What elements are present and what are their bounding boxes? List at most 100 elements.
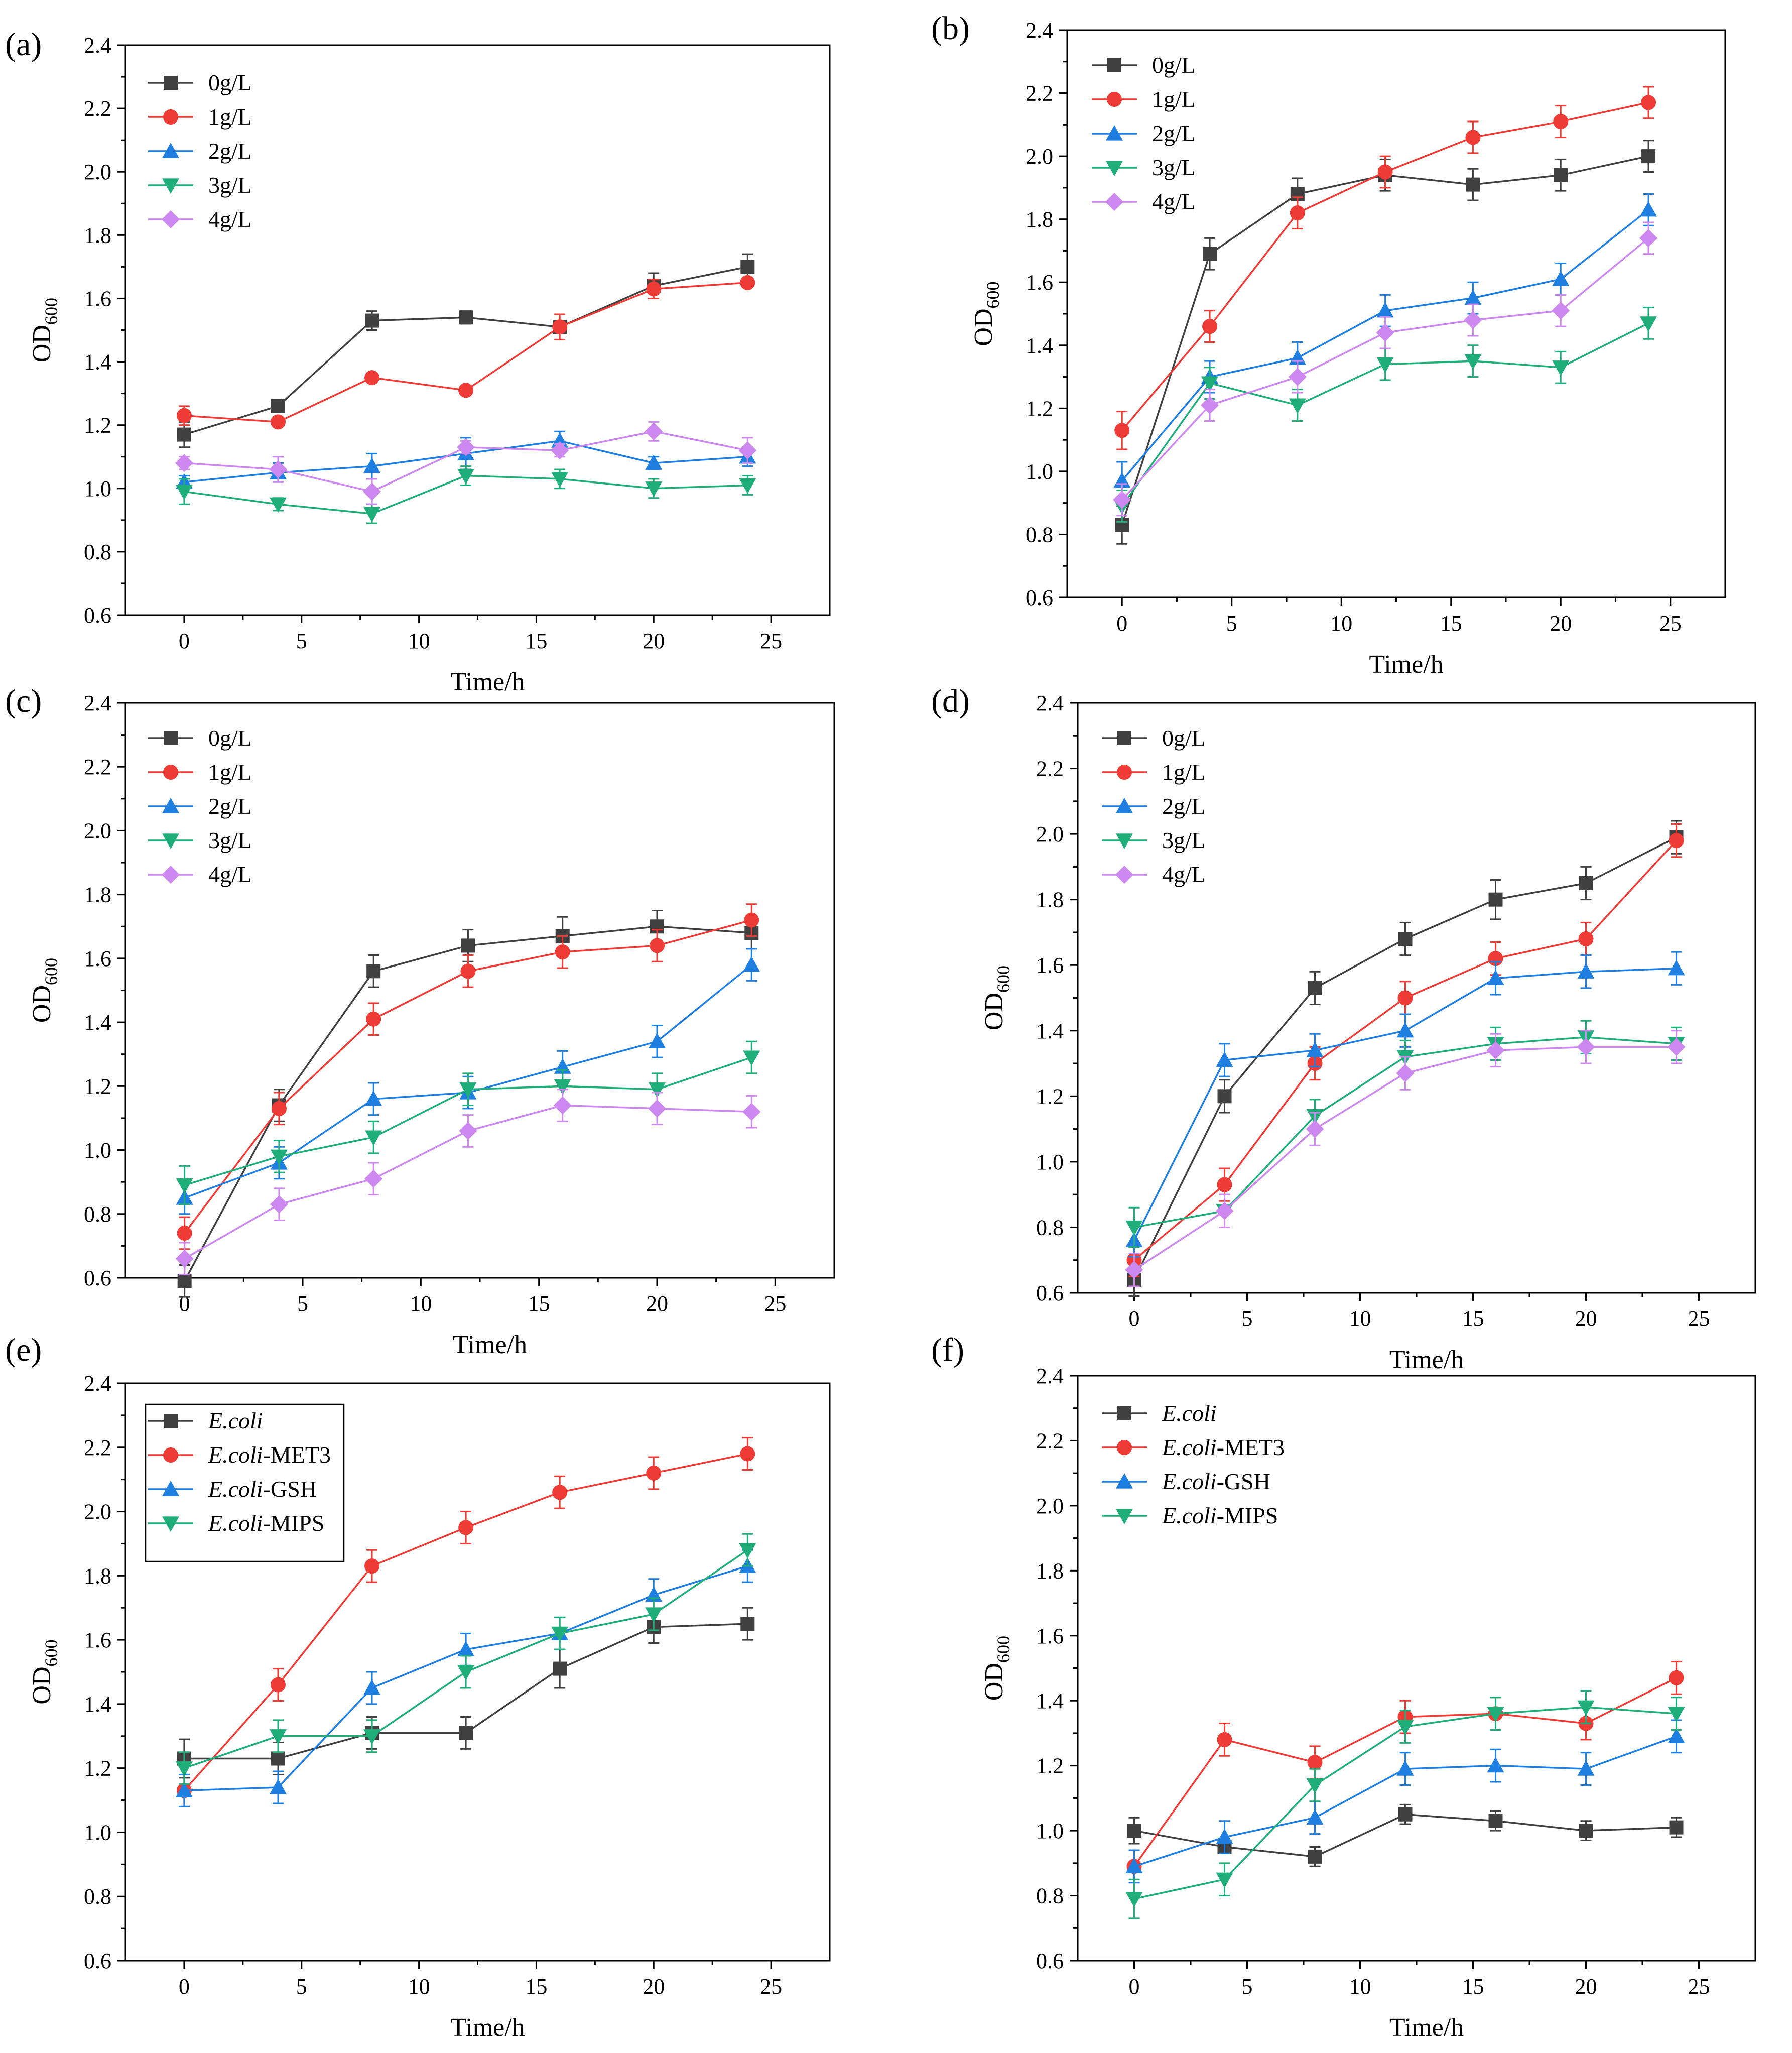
- y-tick-label: 2.2: [84, 755, 111, 779]
- y-tick-label: 1.0: [84, 476, 111, 501]
- data-point: [1577, 963, 1595, 979]
- data-point: [1290, 205, 1305, 221]
- legend-label: 4g/L: [1162, 862, 1206, 887]
- y-tick-label: 1.2: [1036, 1084, 1064, 1109]
- data-point: [1464, 311, 1482, 329]
- series-3: [175, 1533, 756, 1785]
- legend-label: E.coli-MIPS: [208, 1510, 324, 1536]
- y-tick-label: 1.2: [84, 413, 111, 438]
- data-point: [738, 441, 757, 460]
- legend-label-italic: E.coli: [1162, 1400, 1217, 1426]
- legend-entry: 1g/L: [1092, 86, 1196, 112]
- data-point: [270, 1677, 286, 1693]
- legend-entry: 3g/L: [1102, 827, 1206, 853]
- legend-entry: 0g/L: [148, 725, 252, 751]
- chart-panel-a: (a) 0 5 10 15 20 25 0.6 0.8 1.0 1.2 1.4 1.6 1.8 2.0 2.2…: [5, 26, 831, 696]
- x-tick-label: 20: [1575, 1306, 1597, 1331]
- legend-marker: [164, 76, 178, 90]
- y-tick-label: 1.0: [1026, 459, 1053, 484]
- data-point: [269, 497, 287, 513]
- data-point: [1216, 1872, 1233, 1888]
- series-line: [184, 266, 748, 436]
- legend-entry: E.coli-GSH: [1102, 1469, 1270, 1494]
- data-point: [1396, 1760, 1414, 1776]
- data-point: [460, 963, 476, 979]
- data-point: [457, 468, 475, 485]
- legend-marker: [1115, 866, 1133, 884]
- y-tick-label: 0.8: [84, 1884, 111, 1909]
- x-tick-label: 10: [1349, 1306, 1371, 1331]
- data-point: [739, 478, 756, 494]
- legend-label: E.coli-MET3: [1162, 1434, 1285, 1460]
- data-point: [645, 454, 663, 470]
- x-tick-label: 25: [760, 629, 782, 653]
- data-point: [363, 1729, 381, 1745]
- data-point: [649, 1082, 666, 1098]
- series-3: [175, 465, 756, 524]
- y-tick-label: 1.4: [1026, 333, 1053, 358]
- data-point: [1127, 1824, 1141, 1838]
- legend-entry: 3g/L: [1092, 155, 1196, 180]
- chart-panel-f: (f) 0 5 10 15 20 25 0.6 0.8 1.0 1.2 1.4 1.6 1.8 2.0 2.2…: [931, 1332, 1756, 2042]
- data-point: [459, 1082, 477, 1098]
- legend-marker: [1106, 161, 1123, 176]
- legend-label: 2g/L: [1162, 793, 1206, 819]
- legend-entry: 4g/L: [148, 206, 252, 232]
- data-point: [740, 1446, 755, 1462]
- series-1: [1114, 86, 1656, 450]
- data-point: [1201, 396, 1219, 415]
- legend-label-italic: E.coli: [1162, 1469, 1217, 1494]
- x-axis-label: Time/h: [450, 2013, 525, 2042]
- data-point: [1125, 1220, 1143, 1236]
- y-tick-label: 1.4: [84, 1010, 111, 1035]
- legend-label: 1g/L: [208, 104, 252, 130]
- legend-entry: E.coli-MIPS: [148, 1510, 324, 1536]
- x-tick-label: 15: [1462, 1306, 1484, 1331]
- x-axis-label: Time/h: [1369, 650, 1443, 679]
- data-point: [1306, 1120, 1324, 1138]
- y-axis-label: OD600: [980, 965, 1013, 1030]
- legend-marker: [1116, 798, 1133, 813]
- data-point: [1669, 833, 1684, 849]
- data-point: [457, 438, 475, 456]
- legend-entry: 4g/L: [1102, 862, 1206, 887]
- y-tick-label: 1.2: [1026, 396, 1053, 421]
- data-point: [740, 1617, 755, 1631]
- data-point: [1465, 130, 1481, 145]
- data-point: [1307, 1755, 1323, 1770]
- x-tick-label: 5: [1242, 1306, 1253, 1331]
- y-tick-label: 1.0: [1036, 1819, 1064, 1843]
- legend-label-suffix: -GSH: [1217, 1469, 1270, 1494]
- legend-marker: [162, 143, 179, 158]
- y-axis-label-subscript: 600: [993, 965, 1013, 993]
- legend-marker: [163, 109, 178, 125]
- data-point: [461, 938, 475, 953]
- data-point: [1306, 1041, 1324, 1057]
- legend-label: 4g/L: [208, 206, 252, 232]
- data-point: [175, 485, 193, 501]
- data-point: [1552, 301, 1570, 320]
- data-point: [648, 1099, 666, 1118]
- data-point: [271, 1751, 285, 1766]
- data-point: [1579, 876, 1593, 891]
- legend-entry: 3g/L: [148, 172, 252, 198]
- data-point: [1669, 1670, 1684, 1685]
- data-point: [1376, 323, 1394, 342]
- x-tick-label: 5: [296, 1974, 307, 1999]
- data-point: [175, 1761, 193, 1777]
- data-point: [459, 310, 473, 325]
- y-tick-label: 0.8: [1036, 1884, 1064, 1908]
- x-tick-label: 5: [1226, 611, 1237, 636]
- data-point: [1487, 970, 1504, 985]
- legend-marker: [1116, 1473, 1133, 1489]
- y-tick-label: 2.2: [84, 96, 111, 121]
- data-point: [271, 399, 285, 413]
- legend-label: E.coli-GSH: [208, 1476, 317, 1502]
- x-tick-label: 15: [525, 629, 547, 653]
- legend-entry: E.coli: [148, 1408, 263, 1433]
- data-point: [459, 1726, 473, 1740]
- series-4: [1113, 221, 1658, 517]
- data-point: [645, 481, 663, 497]
- legend-entry: E.coli-MIPS: [1102, 1503, 1278, 1528]
- legend-label-suffix: -MIPS: [1217, 1503, 1278, 1528]
